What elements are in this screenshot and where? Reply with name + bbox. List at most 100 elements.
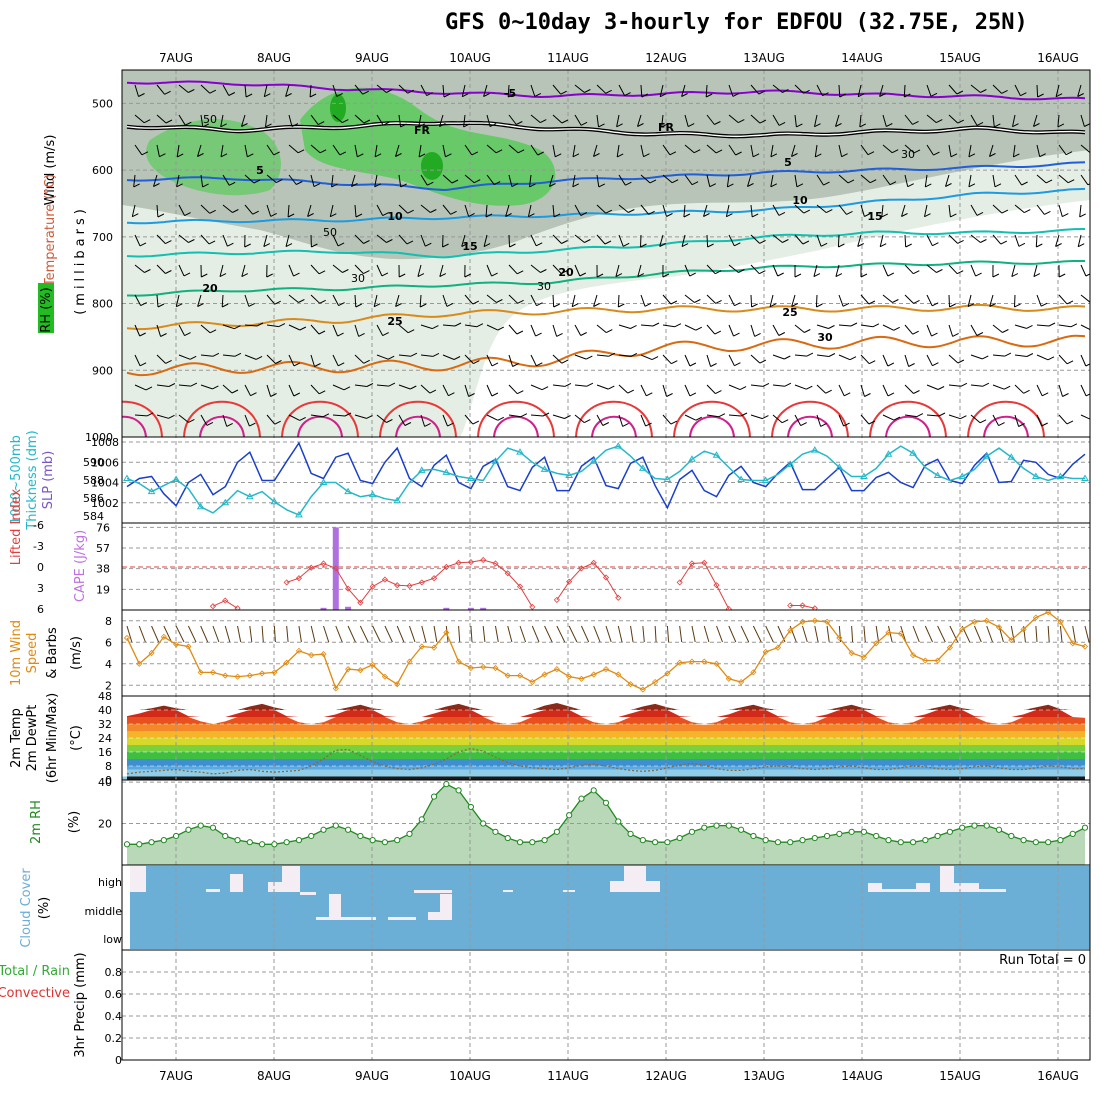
wind-speed-marker: [873, 640, 880, 647]
precip-legend-conv: Convective: [0, 986, 70, 1001]
barb-staff: [794, 234, 804, 245]
barb-flag: [908, 363, 915, 367]
wind-tick-label: 2: [105, 679, 112, 692]
barb-staff: [794, 84, 804, 94]
barb-staff: [596, 354, 609, 357]
barb-flag: [407, 89, 414, 94]
wind-speed-marker: [983, 617, 990, 624]
wind-barb: [949, 625, 959, 643]
barb-flag: [924, 213, 931, 218]
lifted-index-marker: [357, 599, 364, 606]
barb-staff: [486, 174, 495, 185]
barb-flag: [796, 123, 803, 128]
barb-staff: [728, 324, 734, 337]
barb-flag: [796, 183, 804, 188]
barb-flag: [311, 243, 318, 248]
wind-speed-marker: [1069, 640, 1076, 647]
rh-2m-marker: [332, 822, 339, 829]
barb-staff: [1080, 354, 1087, 367]
barb-flag: [893, 326, 900, 331]
barb-flag: [1041, 392, 1049, 397]
wind-barb: [175, 625, 185, 643]
barb-staff: [948, 84, 958, 95]
barb-flag: [957, 359, 965, 364]
barb-staff: [838, 384, 845, 397]
barb-staff: [574, 324, 582, 336]
barb-flag: [777, 272, 784, 277]
barb-staff: [221, 294, 224, 308]
barb-staff: [285, 234, 290, 247]
wind-speed-marker: [173, 641, 180, 648]
barb-flag: [912, 120, 919, 125]
barb-flag: [206, 421, 214, 426]
barb-flag: [285, 243, 293, 248]
barb-flag: [319, 299, 326, 304]
barb-staff: [835, 264, 840, 277]
barb-staff: [442, 84, 445, 98]
wind-barb: [1072, 625, 1076, 643]
thickness-marker: [1081, 474, 1089, 481]
cloud-block: [954, 883, 979, 892]
thickness-marker: [565, 471, 574, 478]
barb-staff: [310, 144, 321, 154]
isotherm-40-dome: [591, 415, 637, 437]
barb-staff: [1036, 204, 1045, 215]
barb-flag: [451, 179, 459, 184]
barb-flag: [791, 153, 798, 157]
barb-flag: [1033, 273, 1041, 278]
barb-staff: [926, 264, 937, 273]
thickness-marker: [1031, 472, 1040, 479]
barb-staff: [332, 264, 343, 273]
rh-2m-marker: [295, 837, 303, 844]
barb-flag: [572, 153, 580, 158]
barb-staff: [1012, 114, 1016, 127]
barb-flag: [517, 299, 524, 304]
barb-staff: [220, 144, 224, 157]
barb-flag: [1000, 240, 1008, 245]
barb-flag: [596, 273, 604, 278]
barb-staff: [794, 324, 805, 333]
barb-flag: [580, 121, 588, 126]
rh-2m-marker: [455, 787, 462, 794]
rh-2m-marker: [860, 828, 868, 835]
barb-flag: [732, 92, 740, 97]
barb-staff: [310, 414, 323, 418]
date-label-bottom: 15AUG: [939, 1069, 981, 1083]
lifted-index-marker: [713, 582, 720, 589]
rh-2m-marker: [738, 826, 745, 833]
barb-staff: [354, 384, 367, 387]
rh-2m-marker: [578, 795, 585, 802]
cloud-block: [440, 894, 452, 914]
barb-staff: [948, 354, 959, 364]
barb-staff: [1058, 414, 1068, 425]
barb-flag: [950, 213, 957, 218]
barb-flag: [1036, 243, 1043, 248]
barb-staff: [486, 414, 499, 421]
thickness-marker: [196, 502, 205, 510]
rh-2m-marker: [934, 832, 941, 840]
barb-flag: [505, 213, 512, 217]
wind-speed-marker: [615, 671, 622, 678]
barb-flag: [560, 90, 567, 95]
barb-flag: [255, 355, 263, 360]
barb-flag: [450, 210, 457, 215]
barb-staff: [904, 324, 914, 335]
barb-staff: [791, 144, 796, 157]
date-label-bottom: 11AUG: [547, 1069, 589, 1083]
barb-staff: [461, 84, 466, 97]
barb-staff: [200, 354, 213, 357]
barb-staff: [816, 414, 822, 427]
barb-flag: [759, 270, 766, 275]
barb-staff: [706, 264, 716, 275]
rh-2m-marker: [259, 841, 266, 848]
rh-2m-marker: [1069, 830, 1076, 838]
wind-barb: [224, 625, 231, 643]
barb-flag: [342, 269, 349, 273]
rh-2m-marker: [909, 839, 917, 846]
barb-flag: [299, 416, 306, 421]
barb-staff: [442, 324, 456, 327]
barb-staff: [662, 144, 671, 156]
barb-staff: [156, 234, 166, 244]
barb-staff: [750, 234, 760, 244]
barb-staff: [200, 384, 213, 390]
